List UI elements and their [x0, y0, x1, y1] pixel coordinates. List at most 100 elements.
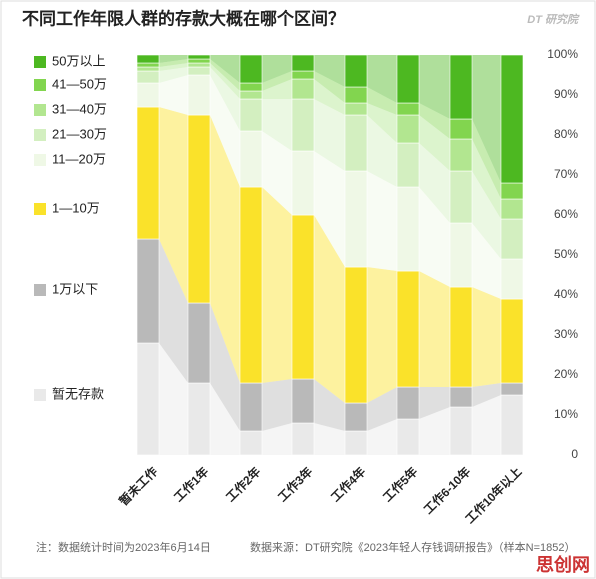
- legend-swatch: [34, 284, 46, 296]
- bar-segment: [187, 54, 211, 60]
- band: [210, 67, 240, 131]
- bar-segment: [344, 114, 368, 172]
- y-tick-label: 70%: [554, 167, 578, 181]
- bar-segment: [187, 66, 211, 76]
- y-tick-label: 40%: [554, 287, 578, 301]
- bar-segment: [291, 98, 315, 152]
- bar-segment: [449, 386, 473, 408]
- bar-segment: [136, 238, 160, 344]
- bar-segment: [344, 102, 368, 116]
- bar-segment: [239, 82, 263, 92]
- bar-segment: [187, 62, 211, 68]
- bar-segment: [449, 54, 473, 120]
- bar-segment: [239, 430, 263, 456]
- band: [210, 383, 240, 455]
- bar-segment: [500, 54, 524, 184]
- band: [159, 63, 188, 71]
- legend-swatch: [34, 389, 46, 401]
- bar-segment: [136, 342, 160, 456]
- x-tick-label: 暂未工作: [116, 464, 161, 509]
- bar-segment: [500, 394, 524, 456]
- bar-segment: [291, 78, 315, 100]
- band: [314, 151, 345, 267]
- legend-label: 31—40万: [52, 101, 107, 116]
- band: [262, 99, 292, 151]
- band: [419, 407, 450, 455]
- bar-segment: [239, 54, 263, 84]
- band: [472, 139, 501, 219]
- y-tick-label: 60%: [554, 207, 578, 221]
- bar-segment: [396, 114, 420, 144]
- bar-segment: [396, 418, 420, 456]
- bar-segment: [344, 54, 368, 88]
- bar-segment: [449, 286, 473, 388]
- bar-segment: [344, 402, 368, 432]
- bar-segment: [500, 182, 524, 200]
- bar-segment: [291, 70, 315, 80]
- legend-swatch: [34, 154, 46, 166]
- band: [262, 131, 292, 215]
- legend-label: 21—30万: [52, 126, 107, 141]
- bar-segment: [500, 298, 524, 384]
- bar-segment: [396, 102, 420, 116]
- bar-segment: [291, 54, 315, 72]
- bar-segment: [500, 382, 524, 396]
- band: [159, 239, 188, 383]
- band: [262, 55, 292, 83]
- band: [314, 79, 345, 115]
- band: [367, 87, 397, 115]
- y-tick-label: 50%: [554, 247, 578, 261]
- legend-label: 1—10万: [52, 200, 100, 215]
- band: [159, 107, 188, 303]
- band: [210, 55, 240, 83]
- note: 注：数据统计时间为2023年6月14日: [36, 540, 211, 554]
- band: [472, 55, 501, 183]
- bar-segment: [396, 54, 420, 104]
- band: [472, 287, 501, 387]
- band: [262, 379, 292, 431]
- band: [159, 75, 188, 115]
- band: [210, 59, 240, 91]
- band: [262, 187, 292, 383]
- bar-segment: [396, 186, 420, 272]
- bar-segment: [239, 186, 263, 384]
- chart-title: 不同工作年限人群的存款大概在哪个区间？: [22, 8, 345, 28]
- y-tick-label: 10%: [554, 407, 578, 421]
- bar-segment: [187, 302, 211, 384]
- legend-label: 暂无存款: [52, 386, 104, 401]
- band: [472, 383, 501, 407]
- bar-segment: [449, 118, 473, 140]
- bar-segment: [239, 382, 263, 432]
- bar-segment: [344, 266, 368, 404]
- band: [367, 267, 397, 403]
- band: [367, 419, 397, 455]
- watermark: 思创网: [536, 554, 590, 575]
- bar-segment: [291, 214, 315, 380]
- band: [419, 187, 450, 287]
- bar-segment: [396, 270, 420, 388]
- band: [367, 115, 397, 187]
- y-tick-label: 100%: [547, 47, 578, 61]
- bar-segment: [187, 114, 211, 304]
- band: [210, 75, 240, 187]
- band: [159, 67, 188, 83]
- x-tick-label: 工作4年: [328, 464, 369, 505]
- band: [419, 271, 450, 387]
- legend-label: 50万以上: [52, 53, 105, 68]
- bar-segment: [396, 142, 420, 188]
- band: [419, 55, 450, 119]
- bar-segment: [500, 198, 524, 220]
- band: [314, 55, 345, 87]
- x-tick-label: 工作2年: [223, 464, 264, 505]
- bar-segment: [187, 382, 211, 456]
- legend-swatch: [34, 129, 46, 141]
- y-tick-label: 30%: [554, 327, 578, 341]
- band: [262, 71, 292, 91]
- bar-segment: [136, 66, 160, 72]
- band: [262, 423, 292, 455]
- band: [159, 59, 188, 67]
- legend-label: 1万以下: [52, 281, 98, 296]
- y-tick-label: 20%: [554, 367, 578, 381]
